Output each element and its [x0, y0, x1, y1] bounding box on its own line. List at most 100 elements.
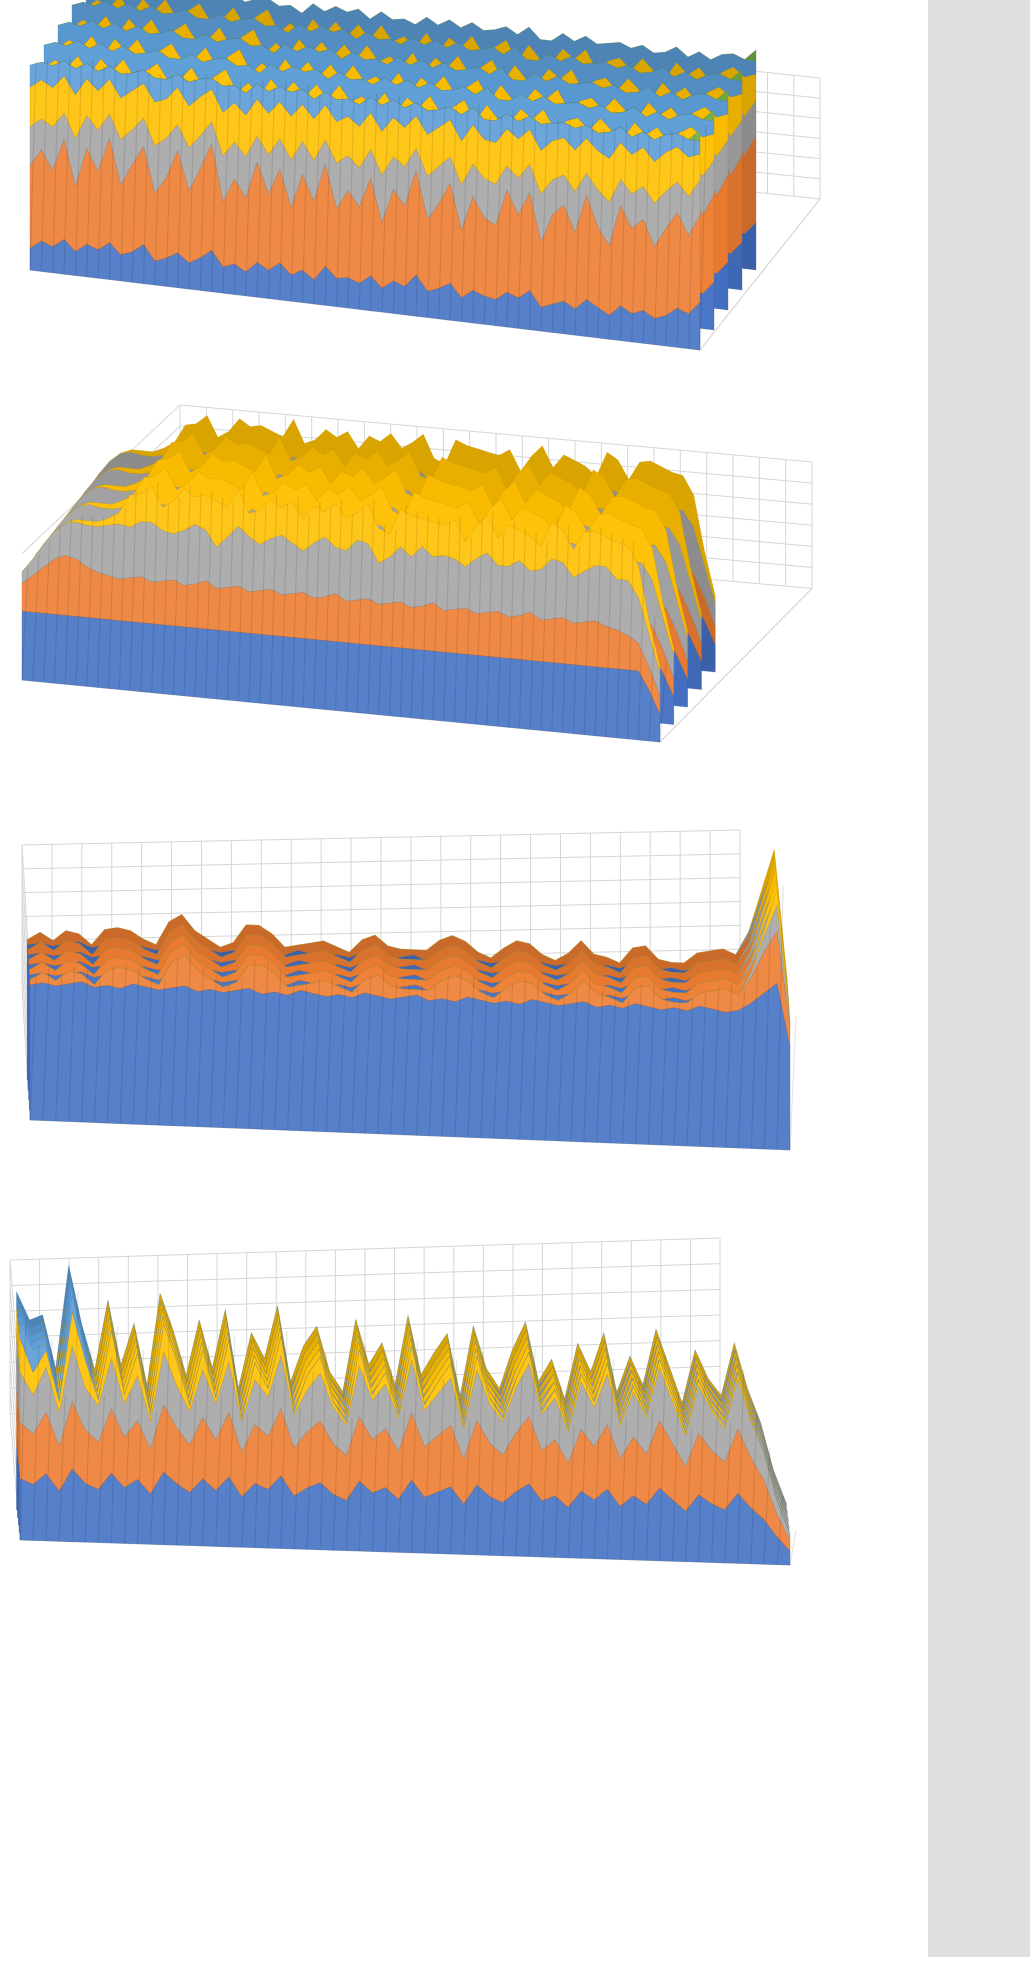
surface-ridge — [261, 961, 269, 1130]
surface-ridge — [647, 981, 655, 1145]
surface-band-4 — [35, 467, 675, 656]
surface-ridge — [415, 985, 424, 1136]
surface-ridge — [480, 988, 488, 1138]
surface-ridge — [632, 1382, 640, 1560]
surface-ridge — [648, 617, 656, 741]
surface-ridge — [642, 127, 650, 344]
surface-ridge — [563, 118, 571, 334]
surface-ridge — [619, 123, 628, 341]
surface-ridge — [454, 971, 462, 1137]
surface-ridge — [384, 1368, 393, 1552]
surface-ridge — [228, 1335, 236, 1547]
surface-ridge — [202, 1345, 210, 1546]
surface-ridge — [494, 116, 503, 326]
surface-ridge — [518, 526, 527, 729]
surface-ridge — [140, 489, 148, 692]
surface-ridge — [45, 1340, 53, 1541]
surface-ridge — [390, 982, 398, 1135]
surface-ridge — [40, 58, 48, 272]
surface-ridge — [432, 518, 440, 720]
surface-ridge — [71, 1291, 79, 1542]
surface-ridge — [334, 499, 343, 711]
surface-ridge — [86, 516, 94, 687]
surface-ridge — [84, 1350, 92, 1543]
surface-ridge — [287, 983, 295, 1131]
surface-ridge — [567, 1424, 575, 1558]
surface-ridge — [280, 1331, 288, 1549]
surface-ridge — [671, 1391, 680, 1562]
surface-ridge — [497, 533, 505, 727]
surface-ridge — [136, 1349, 145, 1544]
surface-ridge — [476, 1352, 484, 1555]
surface-ridge — [464, 537, 472, 724]
surface-ridge — [270, 495, 278, 705]
surface-ridge — [345, 1417, 353, 1551]
surface-band-5 — [16, 1265, 787, 1505]
surface-ridge — [345, 514, 354, 712]
surface-ridge — [97, 517, 105, 688]
surface-ridge — [517, 117, 525, 329]
surface-ridge — [645, 1410, 654, 1561]
surface-ridge — [608, 128, 616, 340]
surface-ridge — [686, 998, 694, 1146]
surface-ridge — [235, 978, 243, 1129]
surface-ridge — [621, 998, 630, 1144]
surface-ridge — [472, 103, 480, 323]
surface-ridge — [508, 520, 516, 728]
surface-ridge — [338, 982, 346, 1133]
surface-ridge — [97, 1395, 105, 1543]
surface-ridge — [378, 524, 386, 715]
surface-band-6 — [241, 0, 757, 62]
surface-chart-2 — [21, 404, 813, 743]
surface-ridge — [750, 1414, 758, 1564]
surface-ridge — [299, 981, 308, 1131]
surface-ridge — [233, 81, 242, 295]
surface-ridge — [572, 545, 581, 734]
surface-ridge — [248, 509, 256, 703]
surface-ridge — [428, 986, 436, 1136]
surface-ridge — [177, 70, 185, 288]
surface-ridge — [653, 135, 662, 345]
surface-ridge — [332, 1397, 340, 1551]
surface-ridge — [750, 967, 758, 1149]
surface-ridge — [540, 120, 548, 332]
surface-ridge — [237, 485, 245, 702]
surface-ridge — [119, 963, 127, 1124]
surface-ridge — [324, 507, 332, 710]
surface-ridge — [541, 1407, 549, 1557]
surface-ridge — [421, 514, 429, 719]
surface-ridge — [593, 1397, 601, 1559]
surface-ridge — [226, 502, 235, 700]
surface-ridge — [29, 975, 37, 1121]
surface-band-5 — [17, 1280, 789, 1520]
base-edge — [699, 198, 821, 351]
surface-ridge — [506, 109, 514, 327]
surface-ridge — [475, 522, 483, 725]
surface-ridge — [737, 990, 746, 1148]
surface-ridge — [381, 101, 389, 313]
grid-line — [179, 404, 813, 463]
surface-ridge — [594, 526, 602, 736]
surface-ridge — [274, 969, 282, 1130]
surface-chart-4 — [9, 1237, 797, 1566]
surface-ridge — [347, 94, 355, 308]
surface-ridge — [515, 1375, 523, 1557]
surface-ridge — [698, 1376, 706, 1563]
surface-ridge — [699, 125, 707, 351]
surface-ridge — [290, 88, 298, 302]
surface-ridge — [215, 1393, 223, 1547]
surface-ridge — [86, 59, 94, 277]
grid-line — [9, 1314, 721, 1338]
surface-ridge — [699, 989, 707, 1147]
surface-ridge — [684, 1428, 693, 1562]
surface-ridge — [172, 497, 180, 695]
surface-ridge — [585, 121, 594, 337]
surface-ridge — [596, 990, 604, 1143]
grid-line — [21, 877, 741, 894]
surface-band-5 — [19, 1295, 791, 1535]
surface-ridge — [605, 532, 613, 737]
surface-ridge — [570, 989, 578, 1142]
surface-ridge — [211, 74, 219, 292]
surface-ridge — [55, 976, 63, 1122]
surface-ridge — [410, 1341, 419, 1553]
